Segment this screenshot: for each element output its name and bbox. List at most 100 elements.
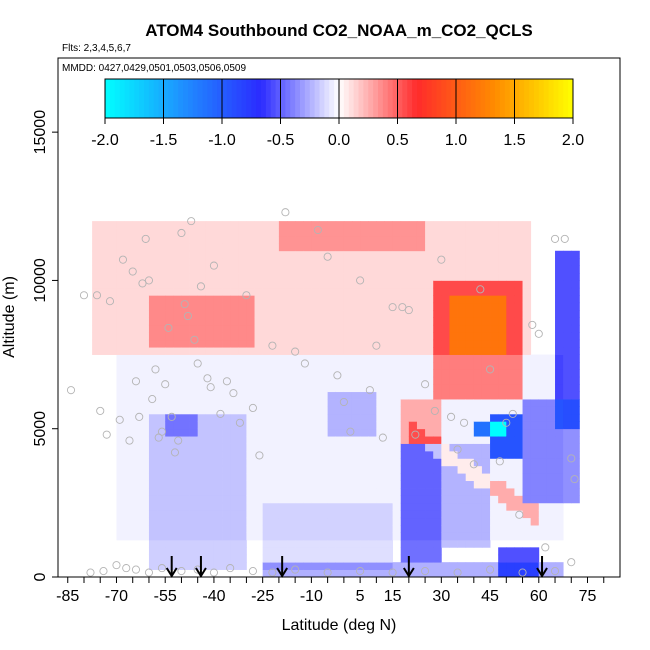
heat-cell xyxy=(343,347,353,355)
heat-cell xyxy=(449,310,458,318)
heat-cell xyxy=(408,324,418,333)
heat-cell xyxy=(473,488,483,496)
x-tick-label: -25 xyxy=(251,588,274,605)
heat-cell xyxy=(546,391,556,400)
heat-cell xyxy=(262,458,272,467)
heat-cell xyxy=(530,354,540,363)
colorbar-swatch xyxy=(470,79,476,118)
heat-cell xyxy=(140,399,150,407)
heat-cell xyxy=(222,450,231,459)
heat-cell xyxy=(303,539,312,548)
heat-cell xyxy=(441,228,450,237)
heat-cell xyxy=(270,532,280,541)
heat-cell xyxy=(132,310,142,318)
heat-cell xyxy=(522,517,532,526)
heat-cell xyxy=(213,495,223,504)
heat-cell xyxy=(343,488,353,496)
heat-cell xyxy=(498,228,507,237)
heat-cell xyxy=(538,495,548,504)
heat-cell xyxy=(360,502,369,511)
heat-cell xyxy=(116,250,125,259)
heat-cell xyxy=(514,480,523,489)
heat-cell xyxy=(124,339,134,348)
heat-cell xyxy=(311,421,320,430)
heat-cell xyxy=(205,495,215,504)
heat-cell xyxy=(555,473,564,482)
heat-cell xyxy=(92,324,101,333)
heat-cell xyxy=(360,302,369,311)
heat-cell xyxy=(368,421,377,430)
heat-cell xyxy=(498,443,507,452)
heat-cell xyxy=(392,495,402,504)
heat-cell xyxy=(116,235,125,244)
heat-cell xyxy=(481,265,491,274)
heat-cell xyxy=(319,554,329,563)
heat-cell xyxy=(262,562,272,570)
heat-cell xyxy=(319,532,329,541)
heat-cell xyxy=(481,413,491,422)
heat-cell xyxy=(571,495,580,504)
heat-cell xyxy=(481,243,491,252)
heat-cell xyxy=(384,265,394,274)
heat-cell xyxy=(546,525,556,533)
heat-cell xyxy=(506,339,515,348)
heat-cell xyxy=(197,265,207,274)
heat-cell xyxy=(425,532,434,541)
heat-cell xyxy=(287,361,296,370)
heat-cell xyxy=(360,384,369,393)
data-point xyxy=(404,306,413,315)
heat-cell xyxy=(197,547,207,556)
heat-cell xyxy=(433,450,442,459)
heat-cell xyxy=(490,273,499,281)
heat-cell xyxy=(254,280,264,289)
heat-cell xyxy=(416,517,426,526)
heat-cell xyxy=(262,517,272,526)
colorbar-swatch xyxy=(109,79,116,118)
heat-cell xyxy=(132,428,142,437)
heat-cell xyxy=(238,465,247,474)
heat-cell xyxy=(368,250,377,259)
heat-cell xyxy=(157,384,166,393)
heat-cell xyxy=(530,525,540,533)
heat-cell xyxy=(360,265,369,274)
heat-cell xyxy=(514,258,523,266)
heat-cell xyxy=(157,495,166,504)
heat-cell xyxy=(392,310,402,318)
heat-cell xyxy=(335,547,345,556)
heat-cell xyxy=(473,525,483,533)
heat-cell xyxy=(457,384,467,393)
heat-cell xyxy=(343,421,353,430)
heat-cell xyxy=(433,525,442,533)
heat-cell xyxy=(213,517,223,526)
heat-cell xyxy=(490,525,499,533)
colorbar-tick-label: 1.0 xyxy=(445,132,467,149)
heat-cell xyxy=(197,495,207,504)
heat-cell xyxy=(222,265,231,274)
heat-cell xyxy=(441,569,450,578)
heat-cell xyxy=(238,525,247,533)
heat-cell xyxy=(425,250,434,259)
heat-cell xyxy=(189,347,199,355)
heat-cell xyxy=(506,525,515,533)
heat-cell xyxy=(506,450,515,459)
heat-cell xyxy=(449,450,458,459)
heat-cell xyxy=(351,517,361,526)
heat-cell xyxy=(197,369,207,378)
heat-cell xyxy=(449,347,458,355)
heat-cell xyxy=(238,562,247,570)
heat-cell xyxy=(351,428,361,437)
heat-cell xyxy=(205,369,215,378)
heat-cell xyxy=(108,280,117,289)
heat-cell xyxy=(514,339,523,348)
heat-cell xyxy=(481,235,491,244)
heat-cell xyxy=(441,450,450,459)
heat-cell xyxy=(197,539,207,548)
heat-cell xyxy=(441,287,450,296)
heat-cell xyxy=(400,280,410,289)
heat-cell xyxy=(506,228,515,237)
heat-cell xyxy=(116,347,125,355)
heat-cell xyxy=(319,480,329,489)
heat-cell xyxy=(287,525,296,533)
heat-cell xyxy=(254,450,264,459)
